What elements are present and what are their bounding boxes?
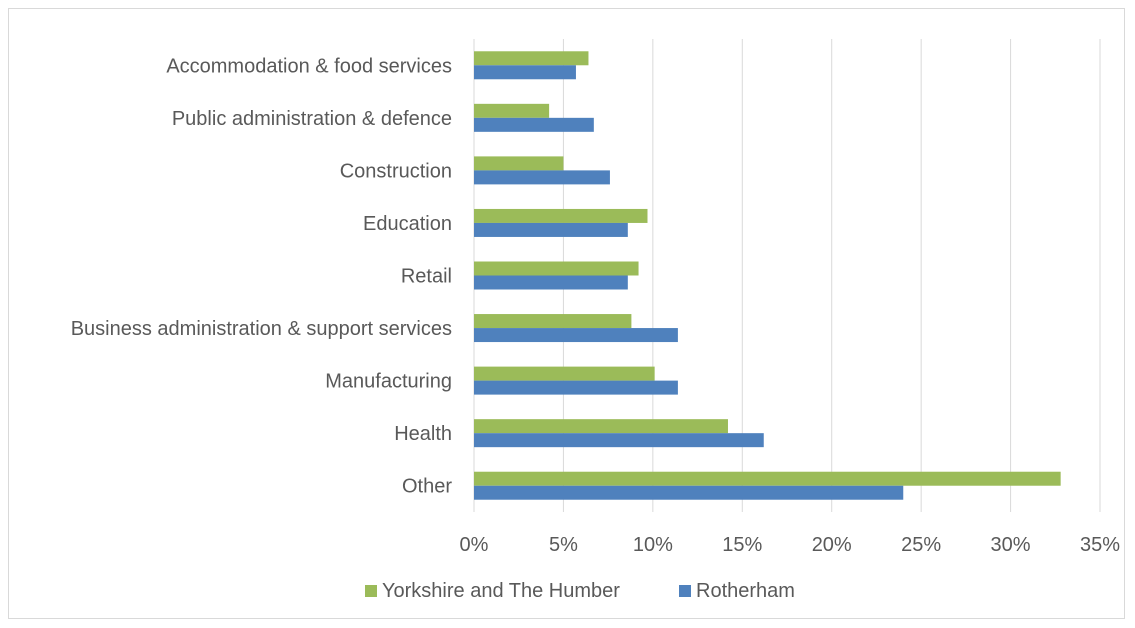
legend-label-rotherham: Rotherham <box>696 580 795 602</box>
category-label-other: Other <box>402 476 452 498</box>
legend-label-yorkshire-and-the-humber: Yorkshire and The Humber <box>382 580 620 602</box>
category-label-public-administration-and-defence: Public administration & defence <box>172 108 452 130</box>
x-tick-label-25: 25% <box>901 534 941 556</box>
bars <box>474 51 1061 500</box>
bar-rotherham-accommodation-and-food-services <box>474 65 576 80</box>
category-label-retail: Retail <box>401 266 452 288</box>
bar-yorkshire-and-the-humber-health <box>474 419 728 434</box>
chart-frame: Accommodation & food services Public admi… <box>8 8 1125 619</box>
x-axis-tick-labels: 0% 5% 10% 15% 20% 25% 30% 35% <box>460 534 1121 556</box>
category-labels: Accommodation & food services Public admi… <box>71 55 453 497</box>
x-tick-label-0: 0% <box>460 534 489 556</box>
bar-chart: Accommodation & food services Public admi… <box>71 39 1121 602</box>
category-label-health: Health <box>394 423 452 445</box>
bar-yorkshire-and-the-humber-manufacturing <box>474 366 655 381</box>
bar-yorkshire-and-the-humber-business-administration-and-support-services <box>474 314 632 329</box>
bar-yorkshire-and-the-humber-accommodation-and-food-services <box>474 51 589 66</box>
x-tick-label-20: 20% <box>812 534 852 556</box>
bar-yorkshire-and-the-humber-education <box>474 208 648 223</box>
bar-yorkshire-and-the-humber-other <box>474 471 1061 486</box>
bar-rotherham-health <box>474 433 764 448</box>
category-label-manufacturing: Manufacturing <box>325 371 452 393</box>
x-tick-label-10: 10% <box>633 534 673 556</box>
legend-swatch-rotherham <box>679 585 691 597</box>
bar-rotherham-construction <box>474 170 610 185</box>
bar-rotherham-education <box>474 222 628 237</box>
bar-rotherham-business-administration-and-support-services <box>474 328 678 343</box>
category-label-construction: Construction <box>340 160 452 182</box>
x-tick-label-35: 35% <box>1080 534 1120 556</box>
category-label-business-administration-and-support-services: Business administration & support servic… <box>71 318 452 340</box>
bar-yorkshire-and-the-humber-public-administration-and-defence <box>474 103 550 118</box>
category-label-education: Education <box>363 213 452 235</box>
x-tick-label-30: 30% <box>991 534 1031 556</box>
bar-yorkshire-and-the-humber-construction <box>474 156 564 171</box>
legend-swatch-yorkshire-and-the-humber <box>365 585 377 597</box>
category-label-accommodation-and-food-services: Accommodation & food services <box>166 55 452 77</box>
x-tick-label-5: 5% <box>549 534 578 556</box>
bar-yorkshire-and-the-humber-retail <box>474 261 639 276</box>
bar-rotherham-other <box>474 485 904 500</box>
bar-rotherham-retail <box>474 275 628 290</box>
x-tick-label-15: 15% <box>722 534 762 556</box>
legend: Yorkshire and The Humber Rotherham <box>365 580 795 602</box>
bar-rotherham-manufacturing <box>474 380 678 395</box>
bar-rotherham-public-administration-and-defence <box>474 117 594 132</box>
